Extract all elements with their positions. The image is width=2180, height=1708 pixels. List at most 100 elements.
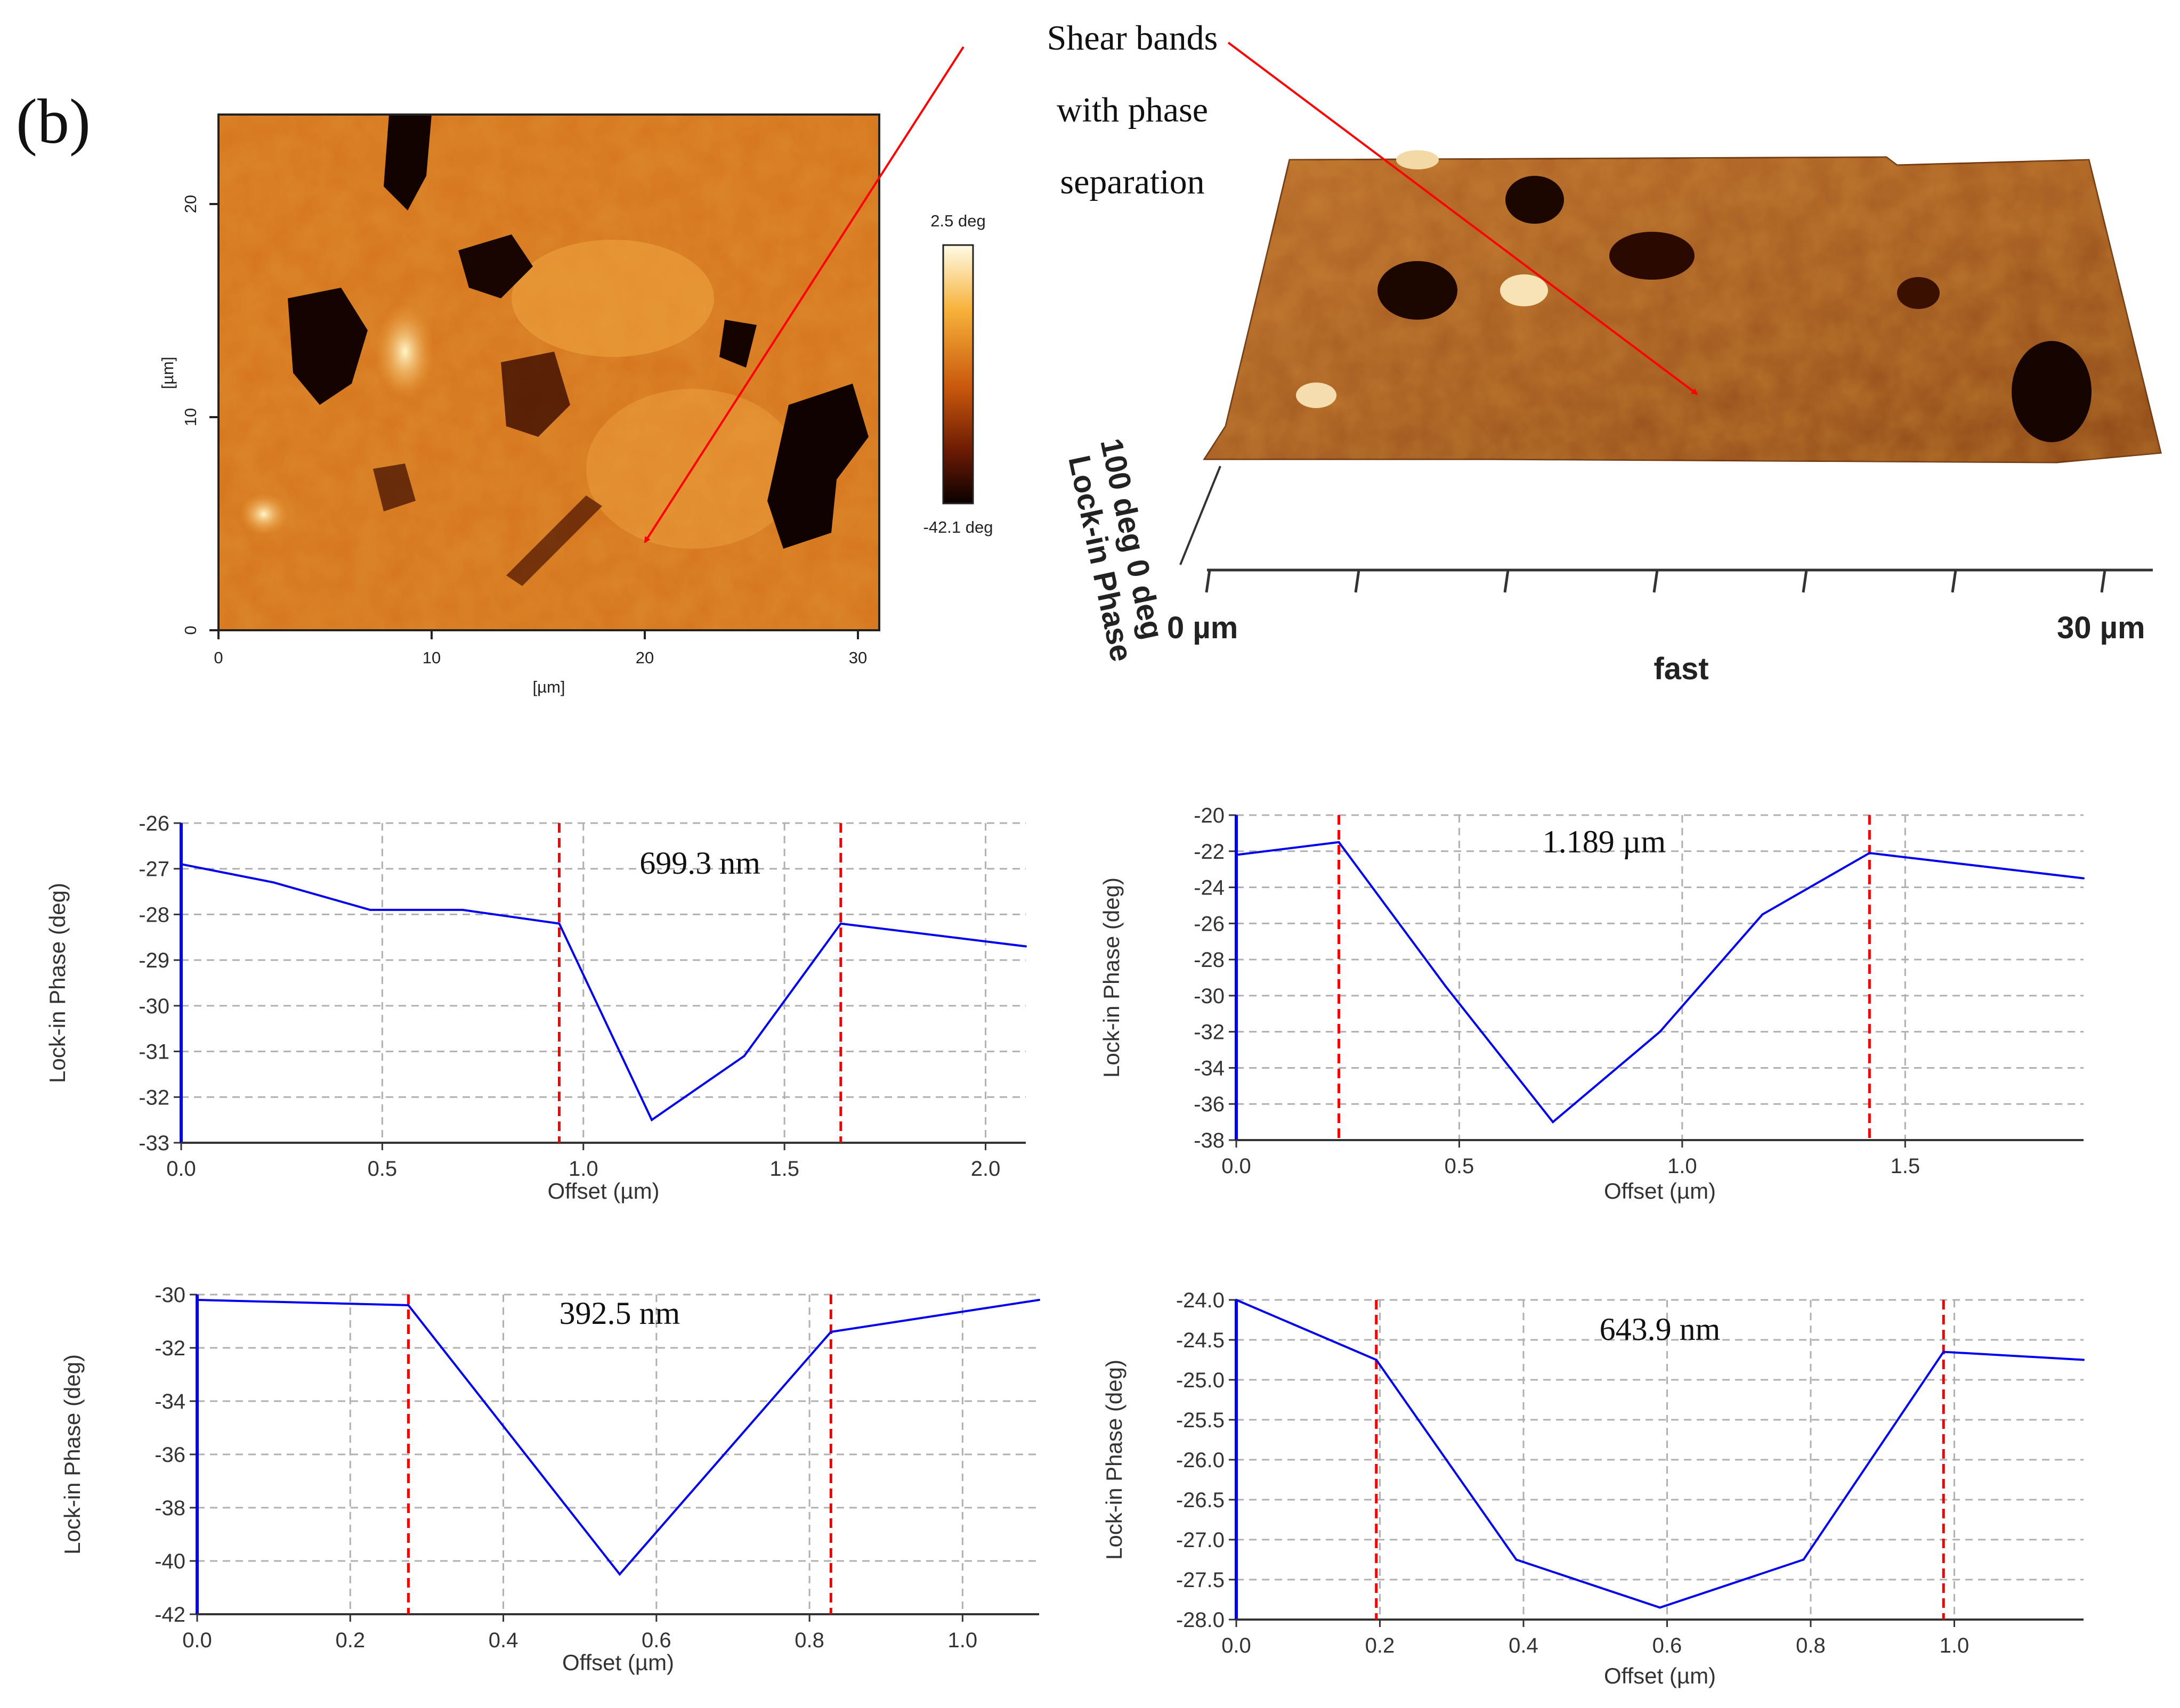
y-tick-label: -34 bbox=[1194, 1056, 1225, 1080]
v3d-tick-mark bbox=[2100, 570, 2106, 593]
width-annotation: 699.3 nm bbox=[639, 845, 760, 881]
x-axis-label: Offset (µm) bbox=[1604, 1663, 1716, 1688]
colorbar bbox=[942, 244, 974, 505]
x-tick-label: 0.0 bbox=[182, 1629, 212, 1652]
phase-map-ytick: 10 bbox=[181, 408, 200, 426]
x-tick-label: 0.0 bbox=[166, 1157, 196, 1181]
data-point bbox=[272, 881, 275, 884]
x-tick-label: 0.4 bbox=[489, 1629, 518, 1652]
x-tick-label: 0.0 bbox=[1221, 1154, 1251, 1178]
phase-map-xtick: 30 bbox=[849, 648, 867, 667]
data-point bbox=[303, 1302, 306, 1304]
y-tick-label: -22 bbox=[1194, 840, 1225, 864]
data-point bbox=[1802, 1558, 1805, 1561]
y-tick-label: -28 bbox=[1194, 948, 1225, 972]
y-tick-label: -36 bbox=[155, 1443, 185, 1467]
arrow-to-3d bbox=[1227, 42, 1698, 395]
x-tick-label: 2.0 bbox=[971, 1157, 1001, 1181]
v3d-tick-mark bbox=[1802, 570, 1808, 593]
x-tick-label: 1.0 bbox=[1667, 1154, 1697, 1178]
v3d-tick-mark bbox=[1652, 570, 1659, 593]
y-tick-label: -42 bbox=[155, 1603, 185, 1626]
phase-map-xlabel: [µm] bbox=[533, 678, 565, 696]
phase-map-xtick: 20 bbox=[636, 648, 654, 667]
x-tick-label: 1.0 bbox=[948, 1629, 978, 1652]
series-line bbox=[197, 1299, 1040, 1576]
data-point bbox=[180, 863, 182, 866]
data-point bbox=[1235, 1299, 1237, 1301]
data-point bbox=[1445, 985, 1447, 988]
y-tick-label: -38 bbox=[155, 1496, 185, 1520]
colorbar-max-label: 2.5 deg bbox=[930, 212, 985, 230]
y-tick-label: -36 bbox=[1194, 1093, 1225, 1116]
x-tick-label: 1.5 bbox=[769, 1157, 799, 1181]
x-tick-label: 0.5 bbox=[368, 1157, 398, 1181]
y-tick-label: -30 bbox=[155, 1283, 185, 1307]
data-point bbox=[839, 922, 842, 925]
data-point bbox=[196, 1299, 198, 1301]
y-tick-label: -24 bbox=[1194, 876, 1225, 900]
data-point bbox=[1235, 853, 1237, 856]
y-tick-label: -30 bbox=[1194, 985, 1225, 1008]
data-point bbox=[1868, 852, 1871, 855]
data-point bbox=[1515, 1558, 1518, 1561]
data-point bbox=[1942, 1351, 1945, 1353]
y-tick-label: -32 bbox=[155, 1337, 185, 1360]
annotation-line1: Shear bands bbox=[1047, 19, 1218, 58]
x-tick-label: 0.8 bbox=[795, 1629, 824, 1652]
y-tick-label: -26 bbox=[139, 812, 169, 835]
x-tick-label: 0.5 bbox=[1445, 1154, 1474, 1178]
data-point bbox=[1338, 841, 1340, 843]
phase-map-xtick: 10 bbox=[423, 648, 441, 667]
y-tick-label: -40 bbox=[155, 1550, 185, 1573]
x-tick-label: 0.6 bbox=[642, 1629, 671, 1652]
x-tick-label: 0.4 bbox=[1509, 1634, 1538, 1657]
y-tick-label: -25.0 bbox=[1176, 1369, 1225, 1392]
width-annotation: 643.9 nm bbox=[1600, 1312, 1721, 1347]
x-tick-label: 0.6 bbox=[1652, 1634, 1682, 1657]
y-tick-label: -28 bbox=[139, 903, 169, 926]
data-point bbox=[1659, 1606, 1661, 1609]
data-point bbox=[618, 1573, 621, 1575]
x-axis-label: Offset (µm) bbox=[547, 1178, 659, 1203]
y-tick-label: -27 bbox=[139, 858, 169, 881]
x-axis-label: Offset (µm) bbox=[1604, 1178, 1716, 1203]
line-chart-1: -26 -27 -28 -29 -30 -31 -32 -330.0 0.5 1.0 1.5 2.0 6… bbox=[45, 812, 1027, 1203]
y-tick-label: -24.0 bbox=[1176, 1289, 1225, 1312]
data-point bbox=[558, 922, 561, 925]
y-tick-label: -26.5 bbox=[1176, 1489, 1225, 1512]
width-annotation: 392.5 nm bbox=[560, 1296, 680, 1331]
data-point bbox=[1375, 1359, 1377, 1361]
y-tick-label: -28.0 bbox=[1176, 1608, 1225, 1632]
annotation-line3: separation bbox=[1060, 162, 1204, 201]
data-point bbox=[1038, 1299, 1040, 1301]
data-point bbox=[369, 908, 371, 911]
y-tick-label: -34 bbox=[155, 1390, 185, 1413]
y-tick-label: -29 bbox=[139, 949, 169, 972]
phase-map-ytick: 20 bbox=[181, 195, 200, 213]
data-point bbox=[407, 1304, 410, 1306]
y-tick-label: -26 bbox=[1194, 912, 1225, 936]
y-tick-label: -38 bbox=[1194, 1129, 1225, 1152]
data-point bbox=[461, 908, 464, 911]
annotation: Shear bands with phase separation bbox=[644, 19, 1698, 543]
data-point bbox=[1552, 1121, 1554, 1124]
phase-map-ytick: 0 bbox=[181, 625, 200, 635]
v3d-tick-mark bbox=[1205, 570, 1211, 593]
y-axis-label: Lock-in Phase (deg) bbox=[1099, 877, 1124, 1078]
phase-3d-view: 100 deg 0 deg Lock-in Phase 0 µm 30 µm f… bbox=[1061, 150, 2162, 686]
annotation-line2: with phase bbox=[1057, 91, 1208, 129]
x-tick-label: 1.0 bbox=[569, 1157, 598, 1181]
phase-map-ylabel: [µm] bbox=[158, 357, 177, 389]
y-axis-label: Lock-in Phase (deg) bbox=[60, 1354, 85, 1555]
data-point bbox=[1025, 945, 1027, 948]
data-point bbox=[1659, 1030, 1661, 1033]
y-tick-label: -32 bbox=[139, 1086, 169, 1109]
v3d-tick-mark bbox=[1951, 570, 1957, 593]
y-tick-label: -32 bbox=[1194, 1021, 1225, 1044]
series-line bbox=[181, 863, 1026, 1122]
line-chart-2: -20 -22 -24 -26 -28 -30 -32 -34 -36 -380.0 0.5 1.0 1… bbox=[1099, 804, 2085, 1203]
phase-map-xtick: 0 bbox=[214, 648, 223, 667]
data-point bbox=[830, 1331, 832, 1333]
